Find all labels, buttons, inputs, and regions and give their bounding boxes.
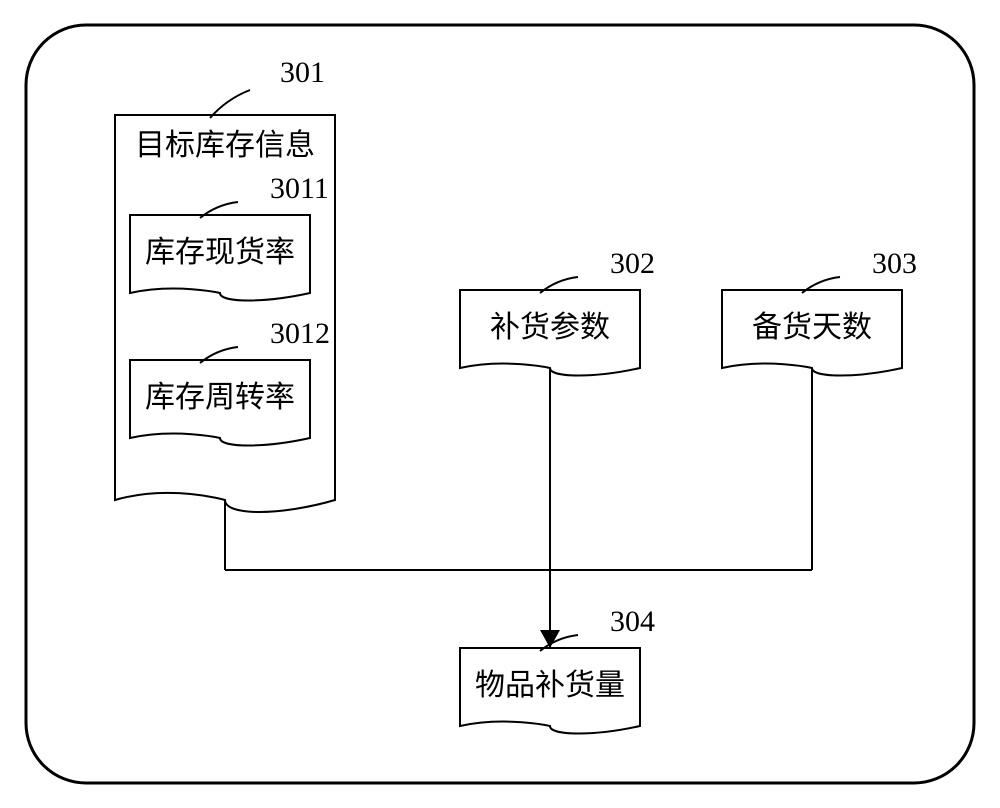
box-label: 库存周转率 (145, 381, 295, 414)
box-label: 备货天数 (752, 311, 872, 344)
ref-number: 304 (610, 605, 655, 638)
ref-number: 302 (610, 247, 655, 280)
box-label: 库存现货率 (145, 236, 295, 269)
ref-number: 3011 (270, 172, 329, 205)
ref-number: 3012 (270, 317, 330, 350)
box-label: 补货参数 (490, 311, 610, 344)
box-label: 物品补货量 (475, 669, 625, 702)
ref-number: 301 (280, 56, 325, 89)
box-title: 目标库存信息 (135, 129, 315, 162)
diagram-canvas: 目标库存信息 301 库存现货率 3011 库存周转率 3012 补货参数302 备货… (0, 0, 1000, 808)
ref-number: 303 (872, 247, 917, 280)
